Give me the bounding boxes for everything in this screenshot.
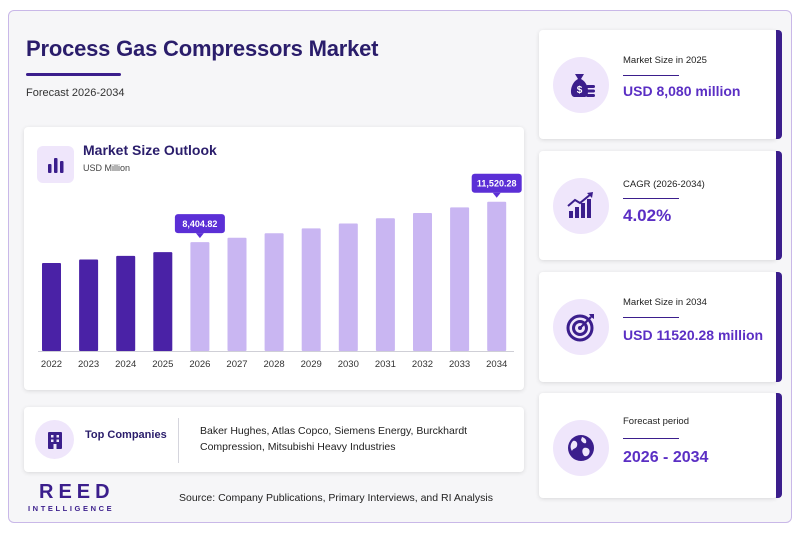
title-underline: [26, 73, 121, 76]
kpi-divider: [623, 198, 679, 199]
page-title: Process Gas Compressors Market: [26, 36, 379, 61]
bar-2022: [42, 263, 61, 351]
kpi-label: CAGR (2026-2034): [623, 179, 705, 190]
building-icon: [35, 420, 74, 459]
x-tick-label: 2028: [264, 359, 285, 370]
bar-2031: [375, 218, 395, 351]
x-tick-label: 2029: [301, 359, 322, 370]
data-label-2034: 11,520.28: [471, 173, 522, 198]
target-icon: [553, 299, 609, 355]
page-subtitle: Forecast 2026-2034: [26, 87, 125, 99]
kpi-label: Market Size in 2025: [623, 55, 707, 66]
svg-text:$: $: [577, 85, 583, 96]
x-tick-label: 2025: [152, 359, 173, 370]
kpi-divider: [623, 317, 679, 318]
globe-icon: [553, 420, 609, 476]
x-tick-label: 2030: [338, 359, 359, 370]
top-companies-list: Baker Hughes, Atlas Copco, Siemens Energ…: [200, 425, 468, 453]
source-note: Source: Company Publications, Primary In…: [179, 492, 493, 504]
bar-2034: [487, 201, 507, 351]
kpi-value: 2026 - 2034: [623, 449, 709, 466]
divider: [178, 418, 179, 463]
kpi-label: Market Size in 2034: [623, 297, 707, 308]
kpi-card-market-size-2025: $ Market Size in 2025 USD 8,080 million: [539, 30, 782, 139]
bar-2029: [301, 228, 321, 351]
bar-2026: [190, 242, 210, 351]
money-bag-icon: $: [553, 57, 609, 113]
logo-subtitle: INTELLIGENCE: [28, 504, 115, 513]
x-tick-label: 2027: [226, 359, 247, 370]
x-tick-label: 2022: [41, 359, 62, 370]
kpi-card-market-size-2034: Market Size in 2034 USD 11520.28 million: [539, 272, 782, 382]
chart-card: Market Size Outlook USD Million 2022 2023…: [24, 127, 524, 390]
bar-2032: [413, 212, 432, 351]
bar-2024: [116, 255, 136, 351]
x-tick-label: 2024: [115, 359, 136, 370]
svg-text:11,520.28: 11,520.28: [477, 179, 517, 189]
kpi-card-cagr: CAGR (2026-2034) 4.02%: [539, 151, 782, 260]
kpi-divider: [623, 438, 679, 439]
bar-chart-icon: [37, 146, 74, 183]
bar-2033: [450, 207, 470, 351]
kpi-label: Forecast period: [623, 416, 690, 427]
bar-2023: [79, 259, 99, 351]
top-companies-label: Top Companies: [85, 429, 167, 441]
kpi-value: 4.02%: [623, 206, 672, 225]
kpi-card-forecast-period: Forecast period 2026 - 2034: [539, 393, 782, 498]
logo-wordmark: REED: [39, 481, 115, 503]
chart-unit: USD Million: [83, 163, 131, 173]
growth-chart-icon: [553, 178, 609, 234]
x-tick-label: 2033: [449, 359, 470, 370]
top-companies-card: Top Companies Baker Hughes, Atlas Copco,…: [24, 407, 524, 472]
x-tick-label: 2031: [375, 359, 396, 370]
chart-title: Market Size Outlook: [83, 142, 217, 158]
x-tick-label: 2026: [189, 359, 210, 370]
bar-2030: [338, 223, 358, 351]
bar-2027: [227, 237, 247, 351]
x-tick-label: 2032: [412, 359, 433, 370]
x-tick-label: 2034: [486, 359, 507, 370]
svg-text:8,404.82: 8,404.82: [182, 219, 217, 229]
bar-2028: [264, 233, 284, 351]
data-label-2026: 8,404.82: [174, 214, 225, 239]
kpi-value: USD 11520.28 million: [623, 327, 764, 343]
bar-2025: [153, 252, 173, 351]
kpi-divider: [623, 75, 679, 76]
bar-chart: 2022 2023 2024 2025 2026 2027 2028 2029 2030 2031…: [38, 173, 522, 370]
x-tick-label: 2023: [78, 359, 99, 370]
kpi-value: USD 8,080 million: [623, 83, 741, 99]
